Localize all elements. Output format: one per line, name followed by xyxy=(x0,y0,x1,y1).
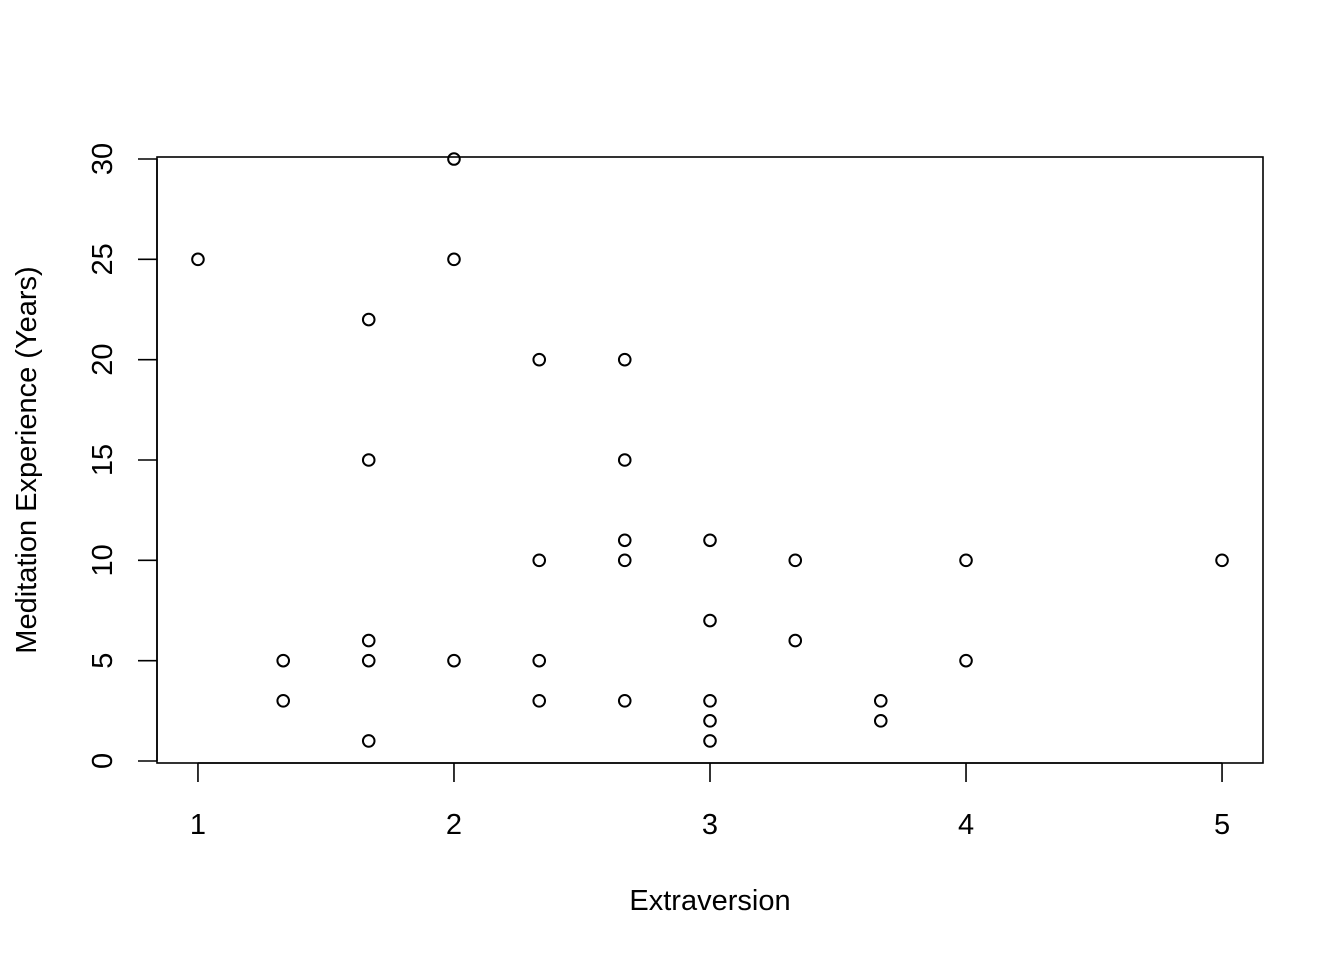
data-point xyxy=(276,693,291,708)
y-tick-label: 15 xyxy=(87,444,119,476)
data-points xyxy=(191,152,1229,748)
x-tick-label: 4 xyxy=(958,809,974,841)
data-point xyxy=(703,613,717,628)
y-tick-label: 10 xyxy=(87,544,119,576)
data-point xyxy=(788,633,803,648)
x-axis-ticks: 1 2 3 4 5 xyxy=(190,763,1230,841)
y-tick-label: 25 xyxy=(87,243,119,275)
data-point xyxy=(532,352,547,367)
plot-area-frame xyxy=(156,156,1264,764)
x-tick-label: 5 xyxy=(1214,809,1230,841)
data-point xyxy=(361,453,376,467)
x-tick-label: 2 xyxy=(446,809,462,841)
data-point xyxy=(361,633,376,648)
y-tick-label: 5 xyxy=(87,653,119,669)
data-point xyxy=(447,252,461,267)
data-point xyxy=(532,553,547,568)
data-point xyxy=(959,553,973,568)
data-point xyxy=(447,653,461,668)
x-axis-title: Extraversion xyxy=(629,885,790,917)
data-point xyxy=(703,693,717,708)
data-point xyxy=(361,734,376,748)
data-point xyxy=(617,533,632,548)
y-axis-title: Meditation Experience (Years) xyxy=(11,266,43,653)
data-point xyxy=(703,714,717,728)
data-point xyxy=(788,553,803,568)
data-point xyxy=(532,653,547,668)
data-point xyxy=(361,312,376,327)
data-point xyxy=(703,533,717,548)
data-point xyxy=(276,653,291,668)
data-point xyxy=(617,553,632,568)
data-point xyxy=(617,453,632,467)
data-point xyxy=(873,693,888,708)
data-point xyxy=(617,352,632,367)
y-axis-ticks: 0 5 10 15 20 25 30 xyxy=(87,143,157,769)
data-point xyxy=(959,653,973,668)
data-point xyxy=(447,152,461,166)
data-point xyxy=(703,734,717,748)
y-tick-label: 30 xyxy=(87,143,119,175)
data-point xyxy=(191,252,205,267)
y-tick-label: 20 xyxy=(87,344,119,376)
data-point xyxy=(617,693,632,708)
data-point xyxy=(873,714,888,728)
x-tick-label: 1 xyxy=(190,809,206,841)
data-point xyxy=(361,653,376,668)
data-point xyxy=(1215,553,1229,568)
data-point xyxy=(532,693,547,708)
y-tick-label: 0 xyxy=(87,753,119,769)
x-tick-label: 3 xyxy=(702,809,718,841)
